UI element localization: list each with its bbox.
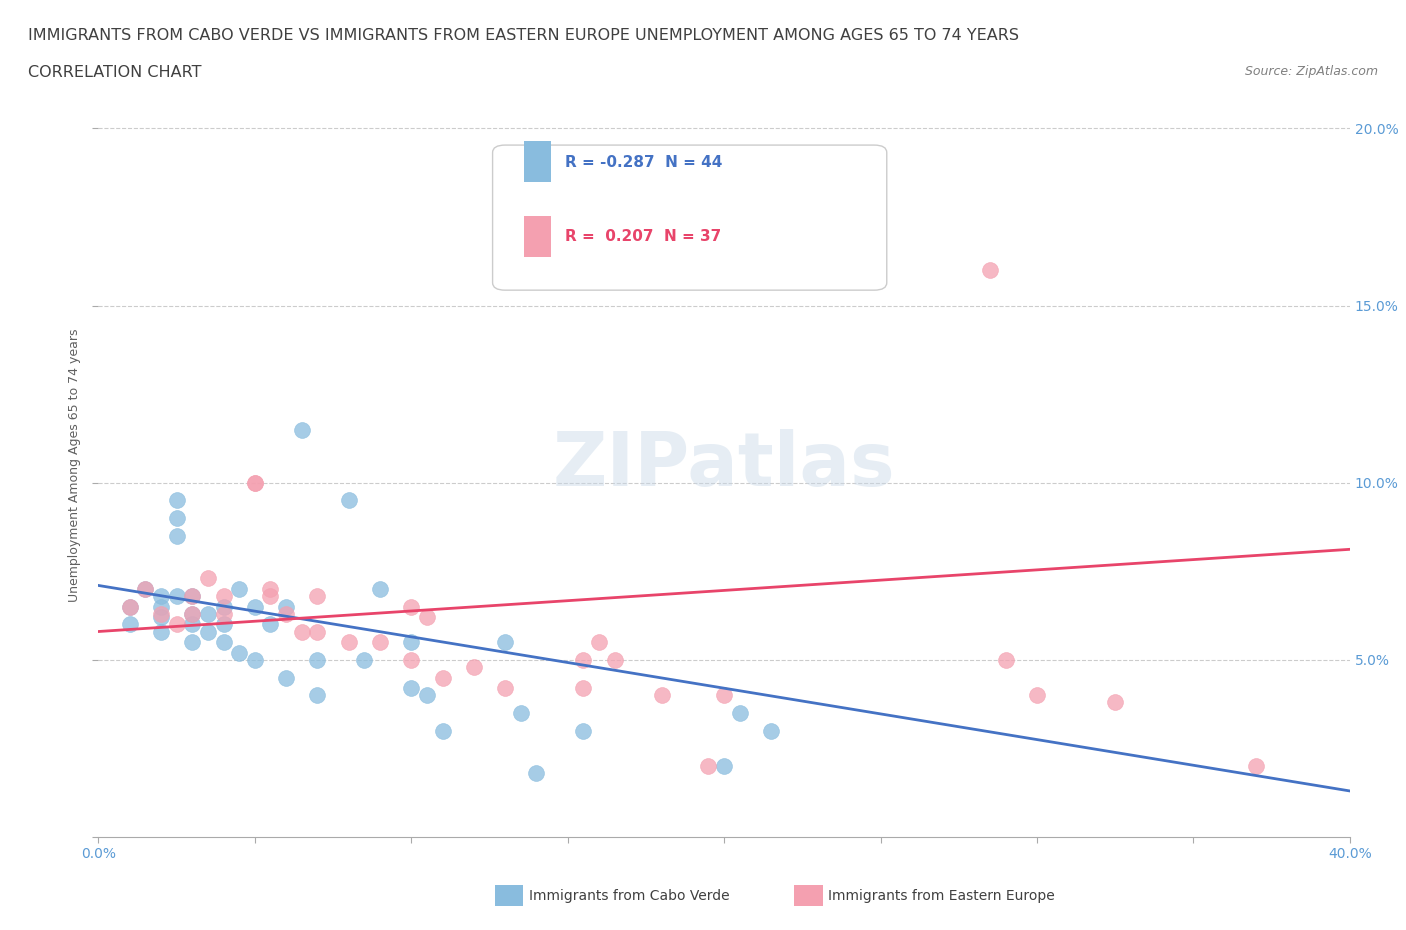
Point [197,606,219,621]
Point [150,624,173,639]
Point [181,589,204,604]
Point [697,759,720,774]
Point [150,610,173,625]
Text: IMMIGRANTS FROM CABO VERDE VS IMMIGRANTS FROM EASTERN EUROPE UNEMPLOYMENT AMONG : IMMIGRANTS FROM CABO VERDE VS IMMIGRANTS… [28,28,1019,43]
Point [432,671,454,685]
Point [432,724,454,738]
Point [337,634,360,649]
Point [307,589,329,604]
Point [416,610,439,625]
Point [1104,695,1126,710]
Point [276,671,298,685]
Point [494,681,516,696]
Point [150,599,173,614]
Point [134,581,156,596]
Point [118,617,141,631]
Text: R = -0.287  N = 44: R = -0.287 N = 44 [565,154,723,169]
Point [243,653,266,668]
Point [181,606,204,621]
Bar [524,216,551,257]
Point [181,606,204,621]
Text: Source: ZipAtlas.com: Source: ZipAtlas.com [1244,65,1378,78]
Point [166,511,188,525]
Point [197,624,219,639]
Point [759,724,782,738]
Point [463,659,485,674]
Point [243,475,266,490]
Point [166,589,188,604]
Point [166,493,188,508]
Point [307,688,329,703]
Point [979,262,1001,277]
Point [401,653,423,668]
Point [337,493,360,508]
Text: CORRELATION CHART: CORRELATION CHART [28,65,201,80]
Point [150,606,173,621]
Point [243,475,266,490]
Point [134,581,156,596]
Point [1026,688,1049,703]
Point [416,688,439,703]
Point [588,634,610,649]
Point [994,653,1017,668]
Point [494,634,516,649]
Point [212,617,235,631]
Point [118,599,141,614]
Point [368,634,391,649]
Point [572,724,595,738]
Point [401,681,423,696]
Point [291,624,314,639]
Y-axis label: Unemployment Among Ages 65 to 74 years: Unemployment Among Ages 65 to 74 years [67,328,82,602]
Point [276,606,298,621]
Point [401,634,423,649]
Point [166,617,188,631]
Point [713,688,735,703]
Point [118,599,141,614]
Point [307,624,329,639]
Point [572,681,595,696]
Point [291,422,314,437]
Point [1244,759,1267,774]
Point [181,617,204,631]
Point [197,571,219,586]
Text: Immigrants from Eastern Europe: Immigrants from Eastern Europe [828,888,1054,903]
Point [243,599,266,614]
Point [259,617,281,631]
Point [509,706,531,721]
Point [181,634,204,649]
Text: Immigrants from Cabo Verde: Immigrants from Cabo Verde [529,888,730,903]
Point [228,581,250,596]
Point [166,528,188,543]
Point [368,581,391,596]
Point [651,688,673,703]
Point [572,653,595,668]
Point [212,634,235,649]
Text: ZIPatlas: ZIPatlas [553,429,896,501]
Point [181,589,204,604]
Point [150,589,173,604]
Text: R =  0.207  N = 37: R = 0.207 N = 37 [565,229,721,244]
Point [728,706,751,721]
Point [212,599,235,614]
Point [307,653,329,668]
Point [603,653,626,668]
Point [228,645,250,660]
Point [353,653,375,668]
Point [401,599,423,614]
Point [212,606,235,621]
Point [259,581,281,596]
Point [713,759,735,774]
Point [526,765,548,780]
Point [276,599,298,614]
FancyBboxPatch shape [492,145,887,290]
Point [259,589,281,604]
Bar [524,141,551,182]
Point [212,589,235,604]
